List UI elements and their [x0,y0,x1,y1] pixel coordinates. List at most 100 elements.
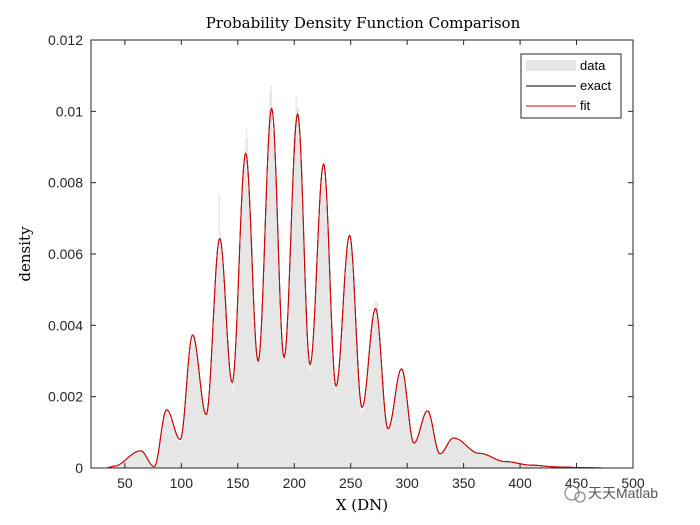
histogram-bar [161,429,163,468]
histogram-bar [184,403,187,468]
histogram-bar [482,453,485,468]
histogram-bar [126,459,128,468]
histogram-bar [452,440,454,468]
histogram-bar [403,384,406,468]
histogram-bar [525,464,528,468]
histogram-bar [434,440,436,468]
histogram-bar [320,178,322,468]
histogram-bar [324,159,327,468]
histogram-bar [347,247,349,468]
histogram-bar [249,215,251,468]
y-axis-ticks: 0 0.002 0.004 0.006 0.008 0.01 0.012 [48,32,633,476]
histogram-bar [237,298,240,468]
histogram-bar [500,461,503,468]
histogram-bar [513,462,515,468]
x-tick-label: 300 [395,475,419,491]
histogram-bar [349,241,352,468]
histogram-bar [294,124,296,468]
histogram-bar [488,454,490,468]
histogram-bar [404,390,407,468]
histogram-bar [367,354,370,468]
histogram-bar [182,420,184,468]
histogram-bar [435,442,437,468]
histogram-bar [541,465,543,468]
histogram-bar [317,227,320,468]
histogram-bar [381,373,383,468]
histogram-bar [315,264,318,468]
histogram-bar [524,464,527,468]
histogram-bar [499,461,502,468]
histogram-bar [173,429,175,468]
histogram-bar [465,444,468,468]
histogram-bar [409,425,411,468]
histogram-bar [520,463,522,468]
x-tick-label: 350 [452,475,476,491]
histogram-bar [256,358,259,468]
histogram-bar [378,341,381,468]
histogram-bar [498,459,501,468]
histogram-bar [418,431,420,468]
histogram-bar [334,392,337,468]
histogram-bar [139,450,141,468]
histogram-bar [165,408,167,468]
histogram-bars [106,86,607,469]
histogram-bar [323,169,326,468]
histogram-bar [252,291,254,468]
histogram-bar [328,233,330,468]
histogram-bar [360,414,363,468]
histogram-bar [345,276,347,468]
histogram-bar [467,446,469,468]
histogram-bar [286,318,288,468]
histogram-bar [113,466,116,468]
histogram-bar [205,412,207,468]
histogram-bar [373,317,375,468]
histogram-bar [176,437,179,468]
histogram-bar [235,346,237,468]
histogram-bar [142,452,145,468]
histogram-bar [481,452,484,468]
histogram-bar [158,447,161,468]
histogram-bar [433,434,435,468]
histogram-bar [154,466,156,468]
histogram-bar [480,452,482,468]
histogram-bar [197,356,199,468]
histogram-bar [153,466,155,468]
histogram-bar [181,437,183,468]
histogram-bar [289,245,292,468]
histogram-bar [238,244,241,468]
histogram-bar [280,331,283,468]
histogram-bar [211,329,214,468]
histogram-bar [170,420,172,468]
histogram-bar [497,459,499,468]
histogram-bar [477,454,479,468]
histogram-bar [266,192,268,469]
histogram-bar [118,465,120,468]
histogram-bar [376,303,379,468]
histogram-bar [270,86,272,468]
histogram-bar [264,217,267,468]
histogram-bar [168,420,171,468]
x-tick-label: 450 [565,475,589,491]
histogram-bar [538,465,540,468]
histogram-bar [322,186,324,468]
histogram-bar [284,353,286,468]
histogram-bar [542,465,545,468]
histogram-bar [387,427,390,468]
histogram-bar [357,361,359,468]
histogram-bar [548,466,550,468]
histogram-bar [114,466,117,468]
histogram-bar [461,441,463,468]
histogram-bar [304,290,306,468]
histogram-bar [522,464,524,468]
histogram-bar [390,424,392,468]
histogram-bar [512,462,514,468]
histogram-bar [537,465,539,468]
histogram-bar [394,391,397,468]
histogram-bar [490,456,493,468]
histogram-bar [495,458,497,468]
histogram-bar [350,242,353,468]
histogram-bar [359,395,362,468]
histogram-bar [145,456,147,468]
histogram-bar [447,443,450,468]
histogram-bar [496,460,498,468]
